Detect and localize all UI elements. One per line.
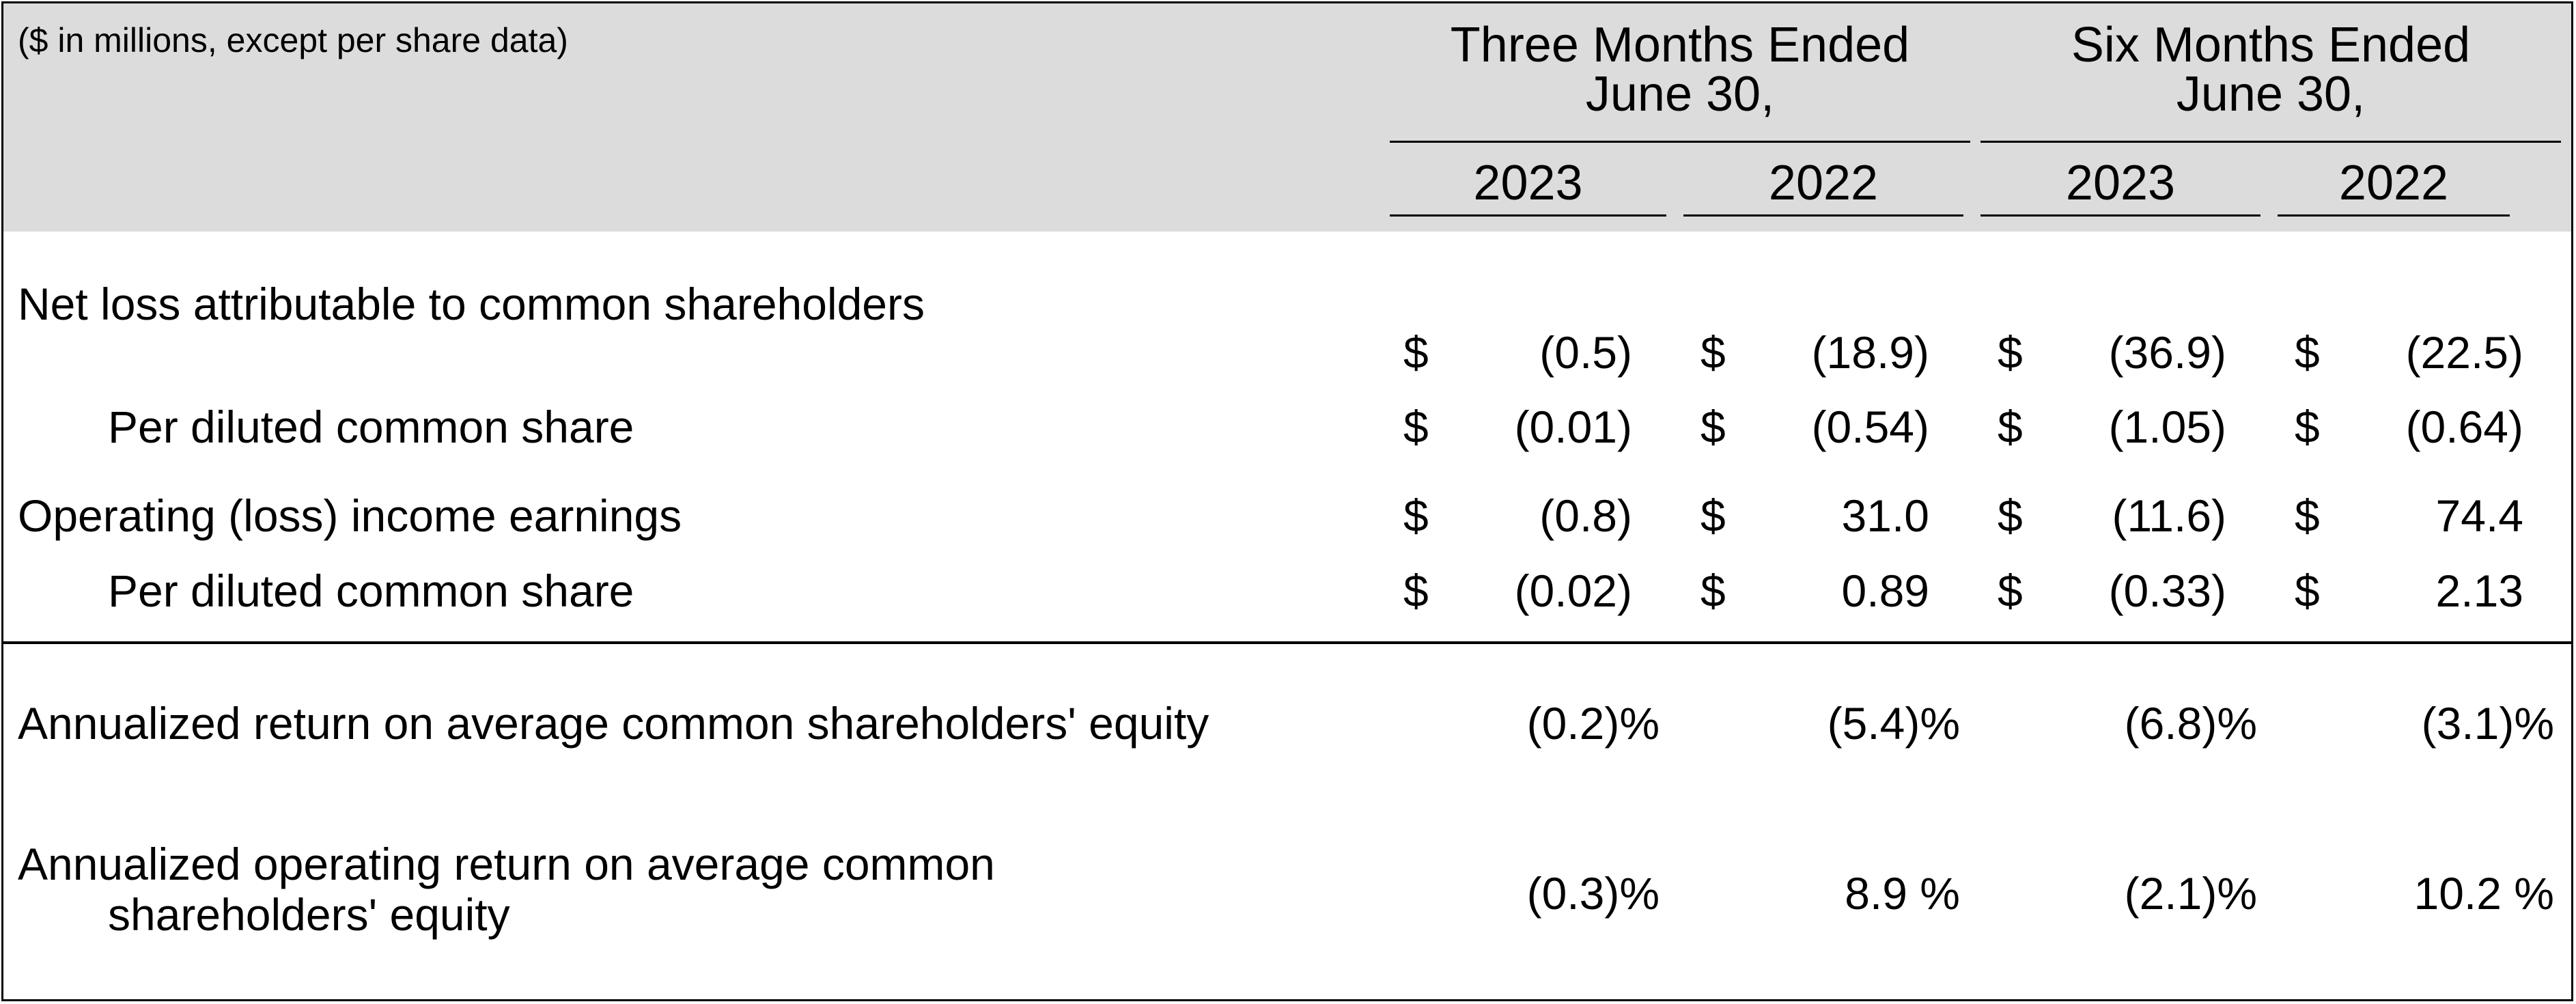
value-operating-earnings-q-2022: 31.0 [1841,490,1929,541]
currency-symbol: $ [1700,490,1726,541]
three-months-header-line2: June 30, [1585,67,1775,122]
table-header-background [3,3,2571,232]
currency-symbol: $ [1403,327,1429,378]
value-annualized-operating-return-q-2022: 8.9 % [1845,868,1960,919]
year-underline-h-2023 [1980,214,2260,217]
year-header-h-2023: 2023 [2065,156,2176,210]
row-label-per-share-net-loss: Per diluted common share [108,402,634,452]
value-per-share-net-loss-h-2023: (1.05) [2108,402,2226,452]
value-annualized-operating-return-h-2023: (2.1)% [2124,868,2257,919]
currency-symbol: $ [2295,402,2320,452]
row-label-net-loss: Net loss attributable to common sharehol… [18,279,925,329]
currency-symbol: $ [2295,566,2320,616]
currency-symbol: $ [1403,490,1429,541]
value-per-share-operating-q-2022: 0.89 [1841,566,1929,616]
value-per-share-net-loss-q-2022: (0.54) [1811,402,1929,452]
year-header-q-2022: 2022 [1768,156,1879,210]
value-net-loss-h-2023: (36.9) [2108,327,2226,378]
value-annualized-return-q-2022: (5.4)% [1827,698,1960,749]
currency-symbol: $ [1998,566,2023,616]
currency-symbol: $ [2295,490,2320,541]
row-label-per-share-operating: Per diluted common share [108,566,634,616]
currency-symbol: $ [1700,327,1726,378]
six-months-underline [1980,141,2561,143]
three-months-underline [1390,141,1970,143]
three-months-header-line1: Three Months Ended [1450,18,1910,72]
value-per-share-operating-h-2023: (0.33) [2108,566,2226,616]
value-annualized-operating-return-q-2023: (0.3)% [1526,868,1660,919]
value-annualized-return-h-2023: (6.8)% [2124,698,2257,749]
currency-symbol: $ [1700,402,1726,452]
value-per-share-operating-h-2022: 2.13 [2435,566,2523,616]
value-operating-earnings-h-2023: (11.6) [2112,490,2226,541]
value-net-loss-q-2023: (0.5) [1539,327,1632,378]
units-note: ($ in millions, except per share data) [18,21,568,59]
row-label-annualized-operating-return-line2: shareholders' equity [108,889,510,940]
value-annualized-operating-return-h-2022: 10.2 % [2413,868,2554,919]
value-per-share-net-loss-q-2023: (0.01) [1514,402,1632,452]
six-months-header-line1: Six Months Ended [2071,18,2471,72]
value-operating-earnings-h-2022: 74.4 [2435,490,2523,541]
value-per-share-net-loss-h-2022: (0.64) [2405,402,2523,452]
six-months-header-line2: June 30, [2176,67,2366,122]
value-operating-earnings-q-2023: (0.8) [1539,490,1632,541]
currency-symbol: $ [1998,490,2023,541]
value-annualized-return-h-2022: (3.1)% [2421,698,2554,749]
year-underline-q-2023 [1390,214,1666,217]
currency-symbol: $ [1700,566,1726,616]
row-label-annualized-operating-return-line1: Annualized operating return on average c… [18,839,995,889]
year-header-h-2022: 2022 [2338,156,2449,210]
year-header-q-2023: 2023 [1473,156,1583,210]
value-per-share-operating-q-2023: (0.02) [1514,566,1632,616]
currency-symbol: $ [2295,327,2320,378]
value-annualized-return-q-2023: (0.2)% [1526,698,1660,749]
currency-symbol: $ [1998,327,2023,378]
currency-symbol: $ [1403,566,1429,616]
currency-symbol: $ [1403,402,1429,452]
currency-symbol: $ [1998,402,2023,452]
value-net-loss-q-2022: (18.9) [1811,327,1929,378]
year-underline-h-2022 [2278,214,2510,217]
year-underline-q-2022 [1683,214,1963,217]
value-net-loss-h-2022: (22.5) [2405,327,2523,378]
row-label-annualized-return: Annualized return on average common shar… [18,698,1209,749]
row-label-operating-earnings: Operating (loss) income earnings [18,490,682,541]
section-divider [3,641,2571,644]
